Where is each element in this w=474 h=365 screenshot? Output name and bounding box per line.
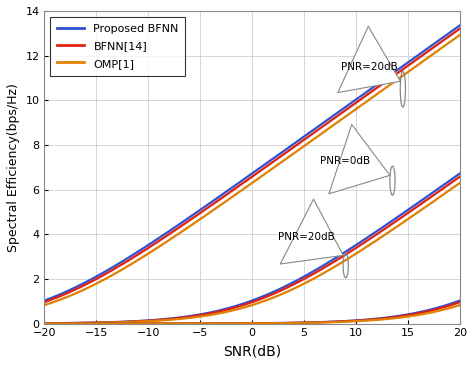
Legend: Proposed BFNN, BFNN[14], OMP[1]: Proposed BFNN, BFNN[14], OMP[1] bbox=[50, 16, 185, 76]
Text: PNR=0dB: PNR=0dB bbox=[320, 124, 390, 194]
Text: PNR=20dB: PNR=20dB bbox=[338, 26, 401, 93]
Text: PNR=20dB: PNR=20dB bbox=[278, 199, 343, 264]
X-axis label: SNR(dB): SNR(dB) bbox=[223, 344, 281, 358]
Y-axis label: Spectral Efficiency(bps/Hz): Spectral Efficiency(bps/Hz) bbox=[7, 83, 20, 252]
